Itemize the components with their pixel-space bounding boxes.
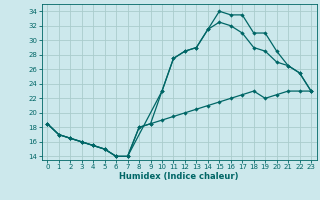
X-axis label: Humidex (Indice chaleur): Humidex (Indice chaleur) [119, 172, 239, 181]
